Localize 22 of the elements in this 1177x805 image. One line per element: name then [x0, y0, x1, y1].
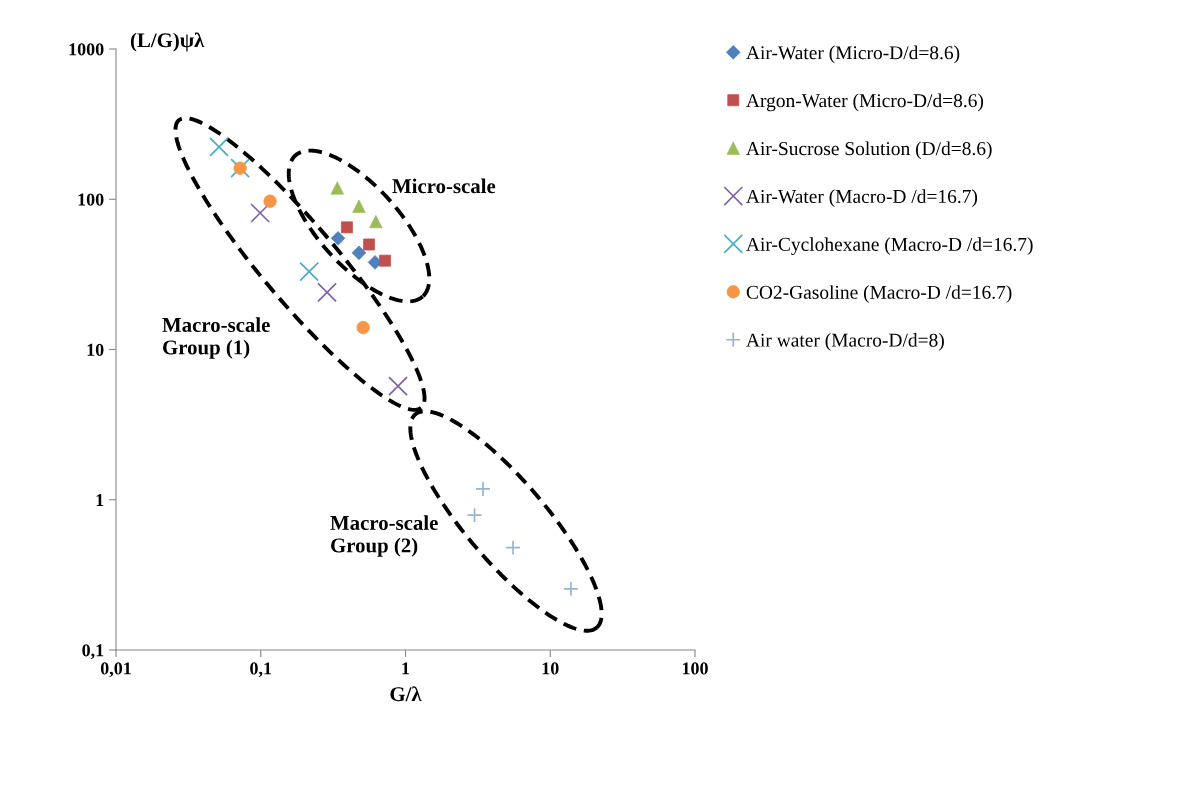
annotation: Macro-scale Group (1) — [162, 317, 270, 359]
x-axis-title: G/λ — [390, 686, 422, 702]
y-tick-label: 100 — [78, 193, 104, 206]
legend-label: Air-Cyclohexane (Macro-D /d=16.7) — [746, 237, 1033, 255]
y-axis-title: (L/G)ψλ — [130, 32, 205, 52]
x-tick-label: 100 — [682, 662, 708, 675]
legend-label: Air water (Macro-D/d=8) — [746, 333, 944, 351]
legend-label: Air-Water (Macro-D /d=16.7) — [746, 189, 978, 207]
legend-label: Air-Water (Micro-D/d=8.6) — [746, 45, 960, 64]
x-tick-label: 10 — [542, 662, 559, 675]
y-tick-label: 1 — [96, 494, 104, 507]
annotation: Macro-scale Group (2) — [330, 515, 438, 557]
legend-label: Argon-Water (Micro-D/d=8.6) — [746, 93, 984, 112]
legend-label: CO2-Gasoline (Macro-D /d=16.7) — [746, 285, 1012, 303]
annotation: Micro-scale — [392, 178, 496, 194]
x-tick-label: 0,1 — [250, 662, 272, 678]
y-tick-label: 1000 — [69, 43, 104, 56]
x-tick-label: 1 — [402, 662, 410, 675]
x-tick-label: 0,01 — [100, 662, 131, 678]
y-tick-label: 10 — [87, 343, 104, 356]
y-tick-label: 0,1 — [82, 644, 104, 660]
legend-label: Air-Sucrose Solution (D/d=8.6) — [746, 141, 992, 160]
